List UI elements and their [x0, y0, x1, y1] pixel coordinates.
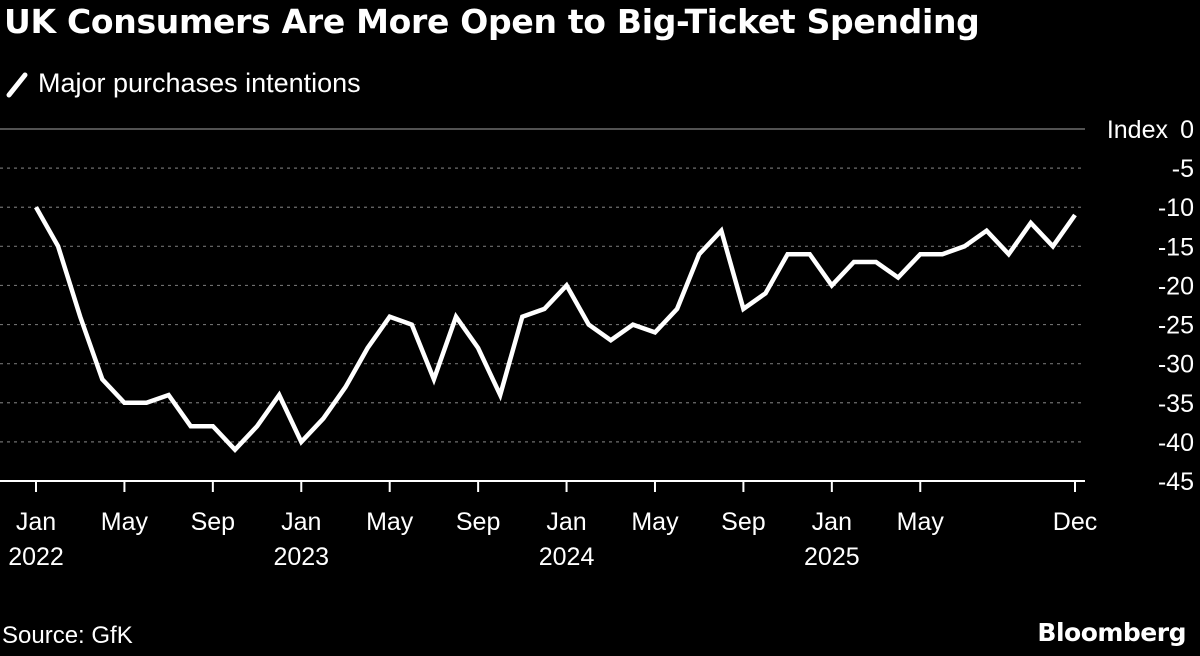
x-tick-label: Sep	[456, 508, 500, 536]
y-tick-label: -35	[1158, 390, 1194, 418]
x-tick-label: Jan	[16, 508, 56, 536]
x-tick-year-label: 2023	[273, 543, 329, 571]
x-axis: Jan 2022 May Sep Jan 2023 May Sep Jan 2024 May Sep J…	[8, 481, 1097, 571]
x-tick-year-label: 2024	[539, 543, 595, 571]
y-tick-label: -25	[1158, 312, 1194, 340]
y-tick-label: -30	[1158, 351, 1194, 379]
y-tick-label: 0	[1180, 116, 1194, 144]
y-tick-label: -45	[1158, 468, 1194, 496]
y-tick-label: -20	[1158, 272, 1194, 300]
y-tick-label: -10	[1158, 194, 1194, 222]
x-tick-label: Sep	[191, 508, 235, 536]
x-tick-label: May	[631, 508, 679, 536]
x-tick-label: Dec	[1053, 508, 1097, 536]
y-tick-label: -40	[1158, 429, 1194, 457]
x-tick-year-label: 2025	[804, 543, 860, 571]
x-tick-label: Sep	[721, 508, 765, 536]
legend-line-icon	[6, 72, 28, 97]
y-axis: 0 -5 -10 -15 -20 -25 -30 -35 -40 -45 Index	[1107, 116, 1194, 496]
x-tick-label: Jan	[546, 508, 586, 536]
legend-label: Major purchases intentions	[38, 68, 361, 98]
y-tick-label: -5	[1172, 155, 1194, 183]
y-tick-label: -15	[1158, 233, 1194, 261]
y-axis-unit-label: Index	[1107, 116, 1169, 144]
series-line-major-purchases	[34, 206, 1077, 453]
series	[34, 206, 1077, 453]
source-note: Source: GfK	[2, 622, 133, 649]
x-tick-label: Jan	[281, 508, 321, 536]
grid-lines	[0, 128, 1085, 482]
x-tick-label: May	[897, 508, 945, 536]
chart-title: UK Consumers Are More Open to Big-Ticket…	[4, 2, 980, 41]
x-tick-year-label: 2022	[8, 543, 64, 571]
x-tick-label: May	[101, 508, 149, 536]
x-tick-label: Jan	[812, 508, 852, 536]
x-tick-label: May	[366, 508, 414, 536]
legend: Major purchases intentions	[6, 68, 361, 99]
bloomberg-logo: Bloomberg	[1037, 618, 1186, 647]
